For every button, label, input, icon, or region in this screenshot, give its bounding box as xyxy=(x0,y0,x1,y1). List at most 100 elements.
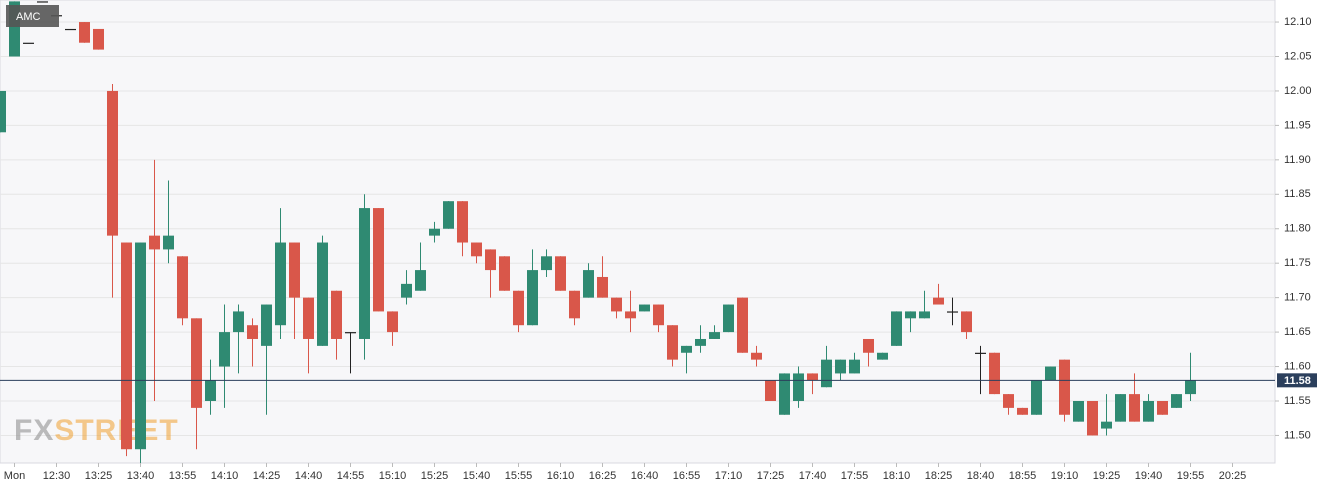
x-tick-label: 15:55 xyxy=(505,470,533,482)
candle-body xyxy=(653,304,664,326)
candle-body xyxy=(1157,400,1168,415)
y-tick-label: 12.00 xyxy=(1284,85,1312,97)
y-tick-label: 11.80 xyxy=(1284,223,1311,235)
candle-body xyxy=(163,235,174,250)
x-tick-label: 18:25 xyxy=(925,470,953,482)
y-tick-label: 11.90 xyxy=(1284,154,1311,166)
last-price-label: 11.58 xyxy=(1284,375,1311,387)
candle-body xyxy=(23,42,34,44)
candle-body xyxy=(919,311,930,319)
candles xyxy=(0,1,1196,463)
x-tick-label: 14:55 xyxy=(337,470,365,482)
candle-body xyxy=(65,28,76,31)
x-tick-label: Mon xyxy=(4,470,25,482)
candle-body xyxy=(541,256,552,271)
candle-body xyxy=(79,22,90,43)
x-tick-label: 19:40 xyxy=(1135,470,1163,482)
x-tick-label: 17:40 xyxy=(799,470,827,482)
x-tick-label: 15:25 xyxy=(421,470,449,482)
x-tick-label: 12:30 xyxy=(43,470,71,482)
candle-body xyxy=(807,373,818,381)
x-tick-label: 14:10 xyxy=(211,470,239,482)
x-tick-label: 15:40 xyxy=(463,470,491,482)
candle-body xyxy=(905,311,916,319)
candle-body xyxy=(93,28,104,50)
y-tick-label: 11.70 xyxy=(1284,292,1311,304)
candle-body xyxy=(135,242,146,450)
y-tick-label: 11.85 xyxy=(1284,188,1311,200)
y-tick-label: 12.10 xyxy=(1284,16,1312,28)
x-tick-label: 16:40 xyxy=(631,470,659,482)
candle-body xyxy=(317,242,328,346)
watermark: FXSTREET xyxy=(14,414,179,447)
y-tick-label: 11.60 xyxy=(1284,360,1311,372)
candle-body xyxy=(107,90,118,236)
x-tick-label: 13:25 xyxy=(85,470,113,482)
y-tick-label: 11.55 xyxy=(1284,395,1311,407)
candle-body xyxy=(331,290,342,339)
candle-body xyxy=(401,283,412,298)
candle-body xyxy=(373,208,384,312)
candle-body xyxy=(583,270,594,298)
candle-body xyxy=(205,380,216,401)
candle-body xyxy=(681,345,692,353)
candle-body xyxy=(471,242,482,257)
candle-body xyxy=(849,359,860,374)
candle-body xyxy=(793,373,804,401)
candle-body xyxy=(1143,400,1154,422)
candle-body xyxy=(751,352,762,360)
candle-body xyxy=(9,1,20,57)
candle-body xyxy=(709,332,720,339)
candle-body xyxy=(779,373,790,415)
candle-body xyxy=(1087,400,1098,436)
x-tick-label: 13:55 xyxy=(169,470,197,482)
candle-body xyxy=(1073,400,1084,422)
x-tick-label: 16:25 xyxy=(589,470,617,482)
x-tick-label: 16:10 xyxy=(547,470,575,482)
candle-body xyxy=(485,249,496,271)
candle-body xyxy=(457,201,468,243)
candle-body xyxy=(975,352,986,354)
candle-body xyxy=(863,338,874,353)
candle-body xyxy=(499,256,510,291)
candle-body xyxy=(1171,394,1182,408)
candle-body xyxy=(1185,380,1196,395)
chart-title: AMC xyxy=(16,11,41,23)
x-tick-label: 19:55 xyxy=(1177,470,1205,482)
candle-body xyxy=(149,235,160,250)
candle-body xyxy=(723,304,734,333)
x-tick-label: 13:40 xyxy=(127,470,155,482)
candle-body xyxy=(961,311,972,333)
watermark-suffix: STREET xyxy=(54,414,178,447)
candle-body xyxy=(387,311,398,333)
candle-body xyxy=(527,270,538,326)
candle-body xyxy=(1059,359,1070,415)
x-tick-label: 19:25 xyxy=(1093,470,1121,482)
candle-body xyxy=(219,332,230,367)
candle-body xyxy=(1115,394,1126,422)
watermark-prefix: FX xyxy=(14,414,54,447)
x-tick-label: 17:55 xyxy=(841,470,869,482)
x-tick-label: 18:40 xyxy=(967,470,995,482)
x-tick-label: 14:40 xyxy=(295,470,323,482)
candle-body xyxy=(597,276,608,298)
candle-body xyxy=(877,352,888,360)
candle-body xyxy=(1045,366,1056,381)
candle-body xyxy=(1017,407,1028,415)
y-tick-label: 11.75 xyxy=(1284,257,1311,269)
x-tick-label: 18:55 xyxy=(1009,470,1037,482)
x-tick-label: 16:55 xyxy=(673,470,701,482)
candle-body xyxy=(233,311,244,333)
candle-body xyxy=(611,297,622,312)
overlay: 11.50 11.55 11.60 11.65 11.70 11.75 11.80 11.85… xyxy=(0,16,1317,482)
candle-body xyxy=(639,304,650,312)
x-tick-label: 17:25 xyxy=(757,470,785,482)
candle-body xyxy=(415,270,426,291)
candle-body xyxy=(261,304,272,346)
candle-body xyxy=(1101,421,1112,429)
x-tick-label: 14:25 xyxy=(253,470,281,482)
candle-body xyxy=(835,359,846,374)
candle-body xyxy=(191,318,202,408)
candle-body xyxy=(625,311,636,319)
candle-body xyxy=(933,297,944,305)
